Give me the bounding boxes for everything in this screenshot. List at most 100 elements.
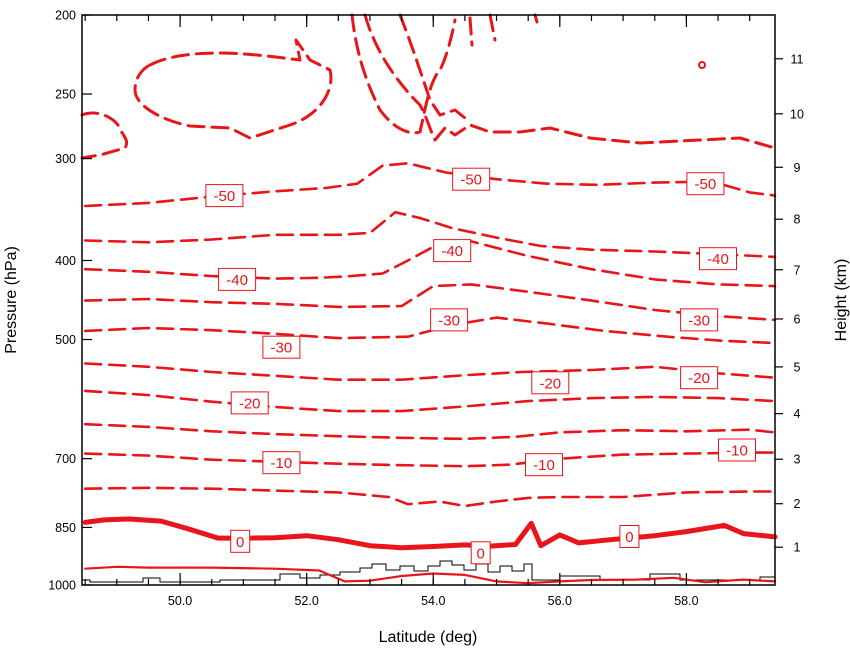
- contour-label-text: 0: [477, 545, 485, 562]
- y2-tick-label: 3: [794, 453, 801, 467]
- contour-lines: [82, 162, 778, 585]
- y-tick-label: 1000: [48, 579, 76, 593]
- contour-label-box: [262, 335, 301, 359]
- y-tick-label: 200: [55, 9, 76, 23]
- contour-line--10: [83, 422, 777, 441]
- contour-label-0: 0: [619, 525, 640, 548]
- x-tick-label: 58.0: [674, 594, 698, 608]
- contour-label-box: [430, 308, 469, 332]
- contour-label--10: -10: [262, 451, 301, 475]
- contour-label-box: [531, 371, 570, 395]
- contour-label-text: -30: [271, 340, 293, 357]
- contour-label--20: -20: [680, 366, 719, 390]
- x-tick-label: 54.0: [421, 594, 445, 608]
- y-tick-label: 300: [55, 152, 76, 166]
- y-tick-label: 400: [55, 254, 76, 268]
- upper-jet-contour-2: [363, 13, 777, 150]
- contour-label-text: -40: [226, 272, 248, 289]
- upper-short-contour: [468, 13, 539, 47]
- contour-label-text: -50: [460, 172, 482, 189]
- contour-label-text: -50: [695, 176, 717, 193]
- contour-label-box: [619, 525, 640, 548]
- contour-line--30: [83, 283, 777, 322]
- y-tick-label: 850: [55, 521, 76, 535]
- upper-jet-contour: [350, 13, 457, 135]
- contour-label-box: [686, 172, 725, 196]
- contour-line--10: [83, 451, 777, 468]
- contour-label-text: -20: [688, 370, 710, 387]
- contour-line--40: [83, 210, 777, 259]
- contour-label-box: [230, 391, 269, 415]
- x-tick-label: 52.0: [294, 594, 318, 608]
- contour-label--30: -30: [680, 308, 719, 332]
- x-axis: 50.0 52.0 54.0 56.0 58.0: [84, 15, 751, 608]
- contour-labels: -50 -50 -50 -40 -40 -40 -30 -30 -30 -20 -20 -20 -10 -…: [205, 167, 756, 565]
- contour-label-box: [205, 184, 244, 208]
- y-tick-label: 700: [55, 452, 76, 466]
- contour-label-0: 0: [230, 529, 251, 553]
- x-tick-label: 50.0: [168, 594, 192, 608]
- contour-label-box: [470, 541, 491, 565]
- contour-label-text: -50: [214, 188, 236, 205]
- upper-right-contour: [398, 13, 467, 120]
- y-axis-right: 1 2 3 4 5 6 7 8 9 10 11: [775, 52, 804, 555]
- contour-label-box: [525, 453, 563, 477]
- contour-label-box: [433, 239, 472, 263]
- contour-label-text: -40: [441, 243, 463, 260]
- contour-label-box: [218, 267, 257, 291]
- contour-label--20: -20: [531, 371, 570, 395]
- y2-tick-label: 10: [790, 107, 804, 121]
- contour-label-box: [680, 308, 719, 332]
- y-axis-left: 200 250 300 400 500 700 850 1000: [48, 9, 92, 593]
- contour-label-box: [718, 438, 756, 462]
- contour-label--10: -10: [718, 438, 756, 462]
- contour-label-text: 0: [625, 529, 633, 546]
- small-closed-contour: [698, 61, 706, 69]
- contour-label-text: -20: [239, 395, 261, 412]
- y-tick-label: 250: [55, 88, 76, 102]
- contour-label-text: -30: [438, 312, 460, 329]
- contour-line--20: [83, 389, 777, 413]
- contour-label-text: -30: [688, 312, 710, 329]
- y2-tick-label: 5: [794, 360, 801, 374]
- contour-label--50: -50: [686, 172, 725, 196]
- contour-label-text: 0: [236, 534, 244, 551]
- contour-line--40: [83, 240, 777, 288]
- contour-label--30: -30: [430, 308, 469, 332]
- y2-tick-label: 4: [794, 407, 801, 421]
- y-axis-label: Pressure (hPa): [3, 246, 20, 354]
- contour-line--20: [83, 362, 777, 381]
- contour-label-text: -10: [533, 457, 555, 474]
- contour-label--10: -10: [525, 453, 563, 477]
- contour-line--30: [83, 316, 777, 345]
- contour-label-box: [452, 167, 491, 191]
- contour-label-box: [262, 451, 301, 475]
- y2-tick-label: 7: [794, 263, 801, 277]
- y2-tick-label: 9: [794, 161, 801, 175]
- contour-label-box: [230, 529, 251, 553]
- plot-frame: [81, 14, 776, 586]
- upper-left-contour: [80, 111, 129, 160]
- contour-label-text: -20: [539, 375, 561, 392]
- y-tick-label: 500: [55, 333, 76, 347]
- contour-label--40: -40: [699, 247, 737, 271]
- contour-label--40: -40: [218, 267, 257, 291]
- contour-line--10: [83, 486, 777, 508]
- contour-line--50: [83, 162, 777, 208]
- contour-label--40: -40: [433, 239, 472, 263]
- contour-label-box: [699, 247, 737, 271]
- y2-tick-label: 6: [794, 312, 801, 326]
- contour-label--20: -20: [230, 391, 269, 415]
- contour-label--30: -30: [262, 335, 301, 359]
- y2-tick-label: 1: [794, 541, 801, 555]
- contour-label-text: -10: [271, 455, 293, 472]
- contour-label-0: 0: [470, 541, 491, 565]
- y2-tick-label: 2: [794, 497, 801, 511]
- contour-label--50: -50: [205, 184, 244, 208]
- contour-label-box: [680, 366, 719, 390]
- contour-line-10: [84, 565, 777, 585]
- contour-label--50: -50: [452, 167, 491, 191]
- y2-axis-label: Height (km): [833, 259, 850, 342]
- x-tick-label: 56.0: [548, 594, 572, 608]
